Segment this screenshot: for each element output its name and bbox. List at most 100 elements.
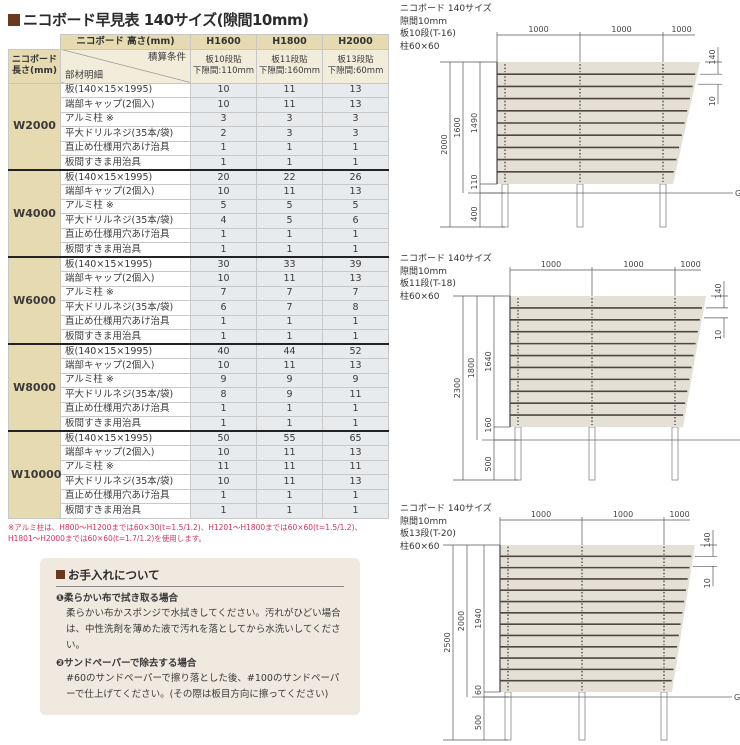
quantity-cell: 11 bbox=[256, 459, 323, 475]
quantity-cell: 1 bbox=[322, 503, 389, 519]
quantity-cell: 30 bbox=[190, 256, 257, 272]
table-row: 板間すきま用治具 1 1 1 bbox=[9, 503, 389, 519]
buried-depth-label: 500 bbox=[484, 456, 493, 471]
quantity-cell: 11 bbox=[256, 82, 323, 98]
footnote: ※アルミ柱は、H800〜H1200までは60×30(t=1.5/1.2)、H12… bbox=[8, 522, 363, 543]
post bbox=[514, 426, 522, 481]
quantity-cell: 22 bbox=[256, 169, 323, 185]
height-label: 1800 bbox=[467, 358, 476, 378]
quantity-cell: 1 bbox=[256, 227, 323, 243]
table-row: W2000 板(140×15×1995) 10 11 13 bbox=[8, 82, 389, 171]
panel-height-label: 1490 bbox=[470, 113, 479, 133]
quantity-cell: 13 bbox=[322, 82, 389, 98]
post bbox=[578, 691, 586, 741]
table-row: 平大ドリルネジ(35本/袋) 8 9 11 bbox=[9, 387, 389, 403]
item-name: 板間すきま用治具 bbox=[60, 416, 191, 432]
quantity-cell: 33 bbox=[256, 256, 323, 272]
quantity-cell: 1 bbox=[256, 314, 323, 330]
size-label: W10000 bbox=[8, 430, 61, 519]
quantity-cell: 11 bbox=[256, 184, 323, 200]
post bbox=[660, 691, 668, 741]
quantity-cell: 11 bbox=[256, 445, 323, 461]
table-row: 板間すきま用治具 1 1 1 bbox=[9, 155, 389, 171]
quantity-cell: 1 bbox=[322, 314, 389, 330]
quantity-cell: 5 bbox=[256, 198, 323, 214]
quantity-cell: 13 bbox=[322, 474, 389, 490]
total-height-label: 2000 bbox=[440, 134, 449, 154]
post bbox=[588, 426, 596, 481]
post bbox=[501, 183, 509, 228]
fence-panel bbox=[500, 545, 695, 692]
quantity-cell: 9 bbox=[256, 387, 323, 403]
table-row: W6000 板(140×15×1995) 30 33 39 bbox=[8, 256, 389, 345]
quantity-cell: 1 bbox=[190, 329, 257, 345]
quick-reference-table: ニコボード 高さ(mm) H1600 H1800 H2000 ニコボード 長さ(… bbox=[8, 34, 389, 519]
item-name: アルミ柱 ※ bbox=[60, 285, 191, 301]
item-name: 直止め仕様用穴あけ治具 bbox=[60, 140, 191, 156]
quantity-cell: 5 bbox=[190, 198, 257, 214]
quantity-cell: 10 bbox=[190, 82, 257, 98]
board-width-label: 140 bbox=[714, 283, 723, 298]
table-row: 端部キャップ(2個入) 10 11 13 bbox=[9, 358, 389, 374]
quantity-cell: 5 bbox=[256, 213, 323, 229]
board-width-label: 140 bbox=[708, 49, 717, 64]
table-row: W8000 板(140×15×1995) 40 44 52 bbox=[8, 343, 389, 432]
care-step-1-body: 柔らかい布かスポンジで水拭きしてください。汚れがひどい場合は、中性洗剤を薄めた液… bbox=[66, 607, 341, 651]
table-row: 直止め仕様用穴あけ治具 1 1 1 bbox=[9, 488, 389, 504]
corner-left-header: ニコボード 長さ(mm) bbox=[8, 48, 61, 84]
table-row: アルミ柱 ※ 7 7 7 bbox=[9, 285, 389, 301]
item-name: 平大ドリルネジ(35本/袋) bbox=[60, 213, 191, 229]
quantity-cell: 20 bbox=[190, 169, 257, 185]
table-row: 平大ドリルネジ(35本/袋) 2 3 3 bbox=[9, 126, 389, 142]
total-height-label: 2500 bbox=[443, 632, 452, 652]
quantity-cell: 11 bbox=[322, 459, 389, 475]
quantity-cell: 39 bbox=[322, 256, 389, 272]
quantity-cell: 11 bbox=[256, 474, 323, 490]
quantity-cell: 11 bbox=[322, 387, 389, 403]
bottom-gap-label: 110 bbox=[470, 174, 479, 189]
quantity-cell: 13 bbox=[322, 184, 389, 200]
quantity-cell: 1 bbox=[256, 416, 323, 432]
quantity-cell: 1 bbox=[322, 416, 389, 432]
gap-label: 10 bbox=[703, 578, 712, 588]
quantity-cell: 50 bbox=[190, 430, 257, 446]
table-row: W4000 板(140×15×1995) 20 22 26 bbox=[8, 169, 389, 258]
quantity-cell: 1 bbox=[322, 401, 389, 417]
dim-label: 1000 bbox=[671, 25, 691, 34]
table-row: 端部キャップ(2個入) 10 11 13 bbox=[9, 271, 389, 287]
dim-label: 1000 bbox=[541, 260, 561, 269]
quantity-cell: 11 bbox=[256, 271, 323, 287]
quantity-cell: 3 bbox=[322, 126, 389, 142]
dim-label: 1000 bbox=[613, 510, 633, 519]
item-name: 直止め仕様用穴あけ治具 bbox=[60, 401, 191, 417]
quantity-cell: 8 bbox=[190, 387, 257, 403]
quantity-cell: 11 bbox=[256, 97, 323, 113]
quantity-cell: 52 bbox=[322, 343, 389, 359]
item-name: 板間すきま用治具 bbox=[60, 329, 191, 345]
quantity-cell: 7 bbox=[256, 285, 323, 301]
table-row: アルミ柱 ※ 11 11 11 bbox=[9, 459, 389, 475]
item-name: 直止め仕様用穴あけ治具 bbox=[60, 227, 191, 243]
item-name: 板間すきま用治具 bbox=[60, 155, 191, 171]
item-name: 平大ドリルネジ(35本/袋) bbox=[60, 387, 191, 403]
item-name: 端部キャップ(2個入) bbox=[60, 445, 191, 461]
page-title: ニコボード早見表 140サイズ(隙間10mm) bbox=[8, 10, 390, 30]
col-header: H2000 bbox=[322, 34, 389, 50]
quantity-cell: 1 bbox=[190, 503, 257, 519]
quantity-cell: 4 bbox=[190, 213, 257, 229]
col-header: H1600 bbox=[190, 34, 257, 50]
table-row: アルミ柱 ※ 3 3 3 bbox=[9, 111, 389, 127]
item-name: 直止め仕様用穴あけ治具 bbox=[60, 314, 191, 330]
item-name: 端部キャップ(2個入) bbox=[60, 358, 191, 374]
item-name: 板(140×15×1995) bbox=[60, 256, 191, 272]
quantity-cell: 65 bbox=[322, 430, 389, 446]
quantity-cell: 1 bbox=[190, 488, 257, 504]
dim-label: 1000 bbox=[669, 510, 689, 519]
quantity-cell: 9 bbox=[256, 372, 323, 388]
quantity-cell: 26 bbox=[322, 169, 389, 185]
item-name: 平大ドリルネジ(35本/袋) bbox=[60, 300, 191, 316]
height-label: 2000 bbox=[457, 611, 466, 631]
quantity-cell: 1 bbox=[322, 155, 389, 171]
quantity-cell: 13 bbox=[322, 271, 389, 287]
quantity-cell: 10 bbox=[190, 97, 257, 113]
